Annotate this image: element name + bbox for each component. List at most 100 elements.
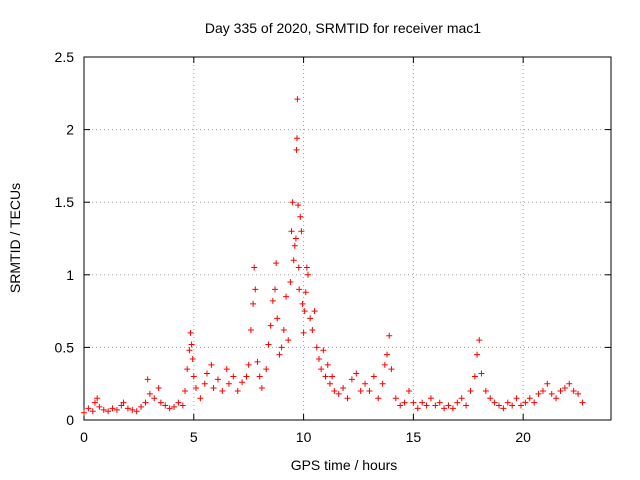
data-point [230,373,237,380]
data-point [247,326,254,333]
data-point [304,271,311,278]
data-point [162,402,169,409]
data-point [340,385,347,392]
data-point [155,385,162,392]
data-point [85,405,92,412]
data-point [298,228,305,235]
data-point [293,135,300,142]
y-tick-label: 0.5 [55,339,75,355]
data-point [500,405,507,412]
data-point [370,373,377,380]
data-point [548,390,555,397]
data-point [225,380,232,387]
y-tick-label: 2 [66,122,74,138]
data-point [273,260,280,267]
data-point [171,403,178,410]
data-point [579,399,586,406]
data-point [311,308,318,315]
data-point [124,405,131,412]
data-point [335,390,342,397]
data-point [151,395,158,402]
data-point [254,358,261,365]
data-point [144,376,151,383]
data-point [300,329,307,336]
data-point [517,402,524,409]
data-point [454,399,461,406]
data-point [288,228,295,235]
data-point [471,373,478,380]
data-point [292,235,299,242]
ticks: 0 5 10 15 20 0 0.5 1 1.5 2 2.5 [55,49,611,445]
data-point [401,399,408,406]
data-point [201,380,208,387]
data-point [109,405,116,412]
data-point [320,347,327,354]
data-point [324,361,331,368]
data-point [239,379,246,386]
data-point [436,399,443,406]
data-point [384,351,391,358]
data-point [445,402,452,409]
grid [84,57,611,420]
data-point [186,347,193,354]
x-tick-label: 0 [80,429,88,445]
x-tick-label: 10 [296,429,312,445]
y-axis-label: SRMTID / TECUs [7,183,23,293]
data-point [544,380,551,387]
data-point [478,370,485,377]
data-point [509,402,516,409]
data-point [187,329,194,336]
data-point [315,356,322,363]
data-point [397,402,404,409]
data-point [419,399,426,406]
data-point [267,322,274,329]
data-point [243,373,250,380]
data-point [410,399,417,406]
data-point [291,242,298,249]
data-point [379,380,386,387]
data-point [138,403,145,410]
data-point [353,370,360,377]
data-point [526,395,533,402]
data-point [322,373,329,380]
data-point [219,387,226,394]
data-point [487,395,494,402]
data-point [539,387,546,394]
data-point [441,405,448,412]
plot-frame [83,56,612,421]
data-point [309,326,316,333]
data-point [142,399,149,406]
data-point [482,387,489,394]
data-point [100,406,107,413]
data-point [129,406,136,413]
data-point [189,356,196,363]
data-point [392,395,399,402]
data-point [133,408,140,415]
data-point [491,399,498,406]
x-tick-label: 20 [515,429,531,445]
data-point [513,395,520,402]
data-point [265,341,272,348]
data-point [263,366,270,373]
data-point [386,332,393,339]
y-tick-label: 1.5 [55,194,75,210]
data-point [504,399,511,406]
data-point [357,387,364,394]
data-point [318,366,325,373]
data-point [295,264,302,271]
data-point [427,395,434,402]
data-point [91,399,98,406]
data-point [290,257,297,264]
data-point [299,300,306,307]
data-point [496,402,503,409]
x-axis-label: GPS time / hours [291,457,398,473]
data-point [294,96,301,103]
data-point [252,286,259,293]
data-point [348,376,355,383]
data-point [561,385,568,392]
data-point [331,387,338,394]
data-point [192,385,199,392]
data-point [414,405,421,412]
data-point [535,390,542,397]
